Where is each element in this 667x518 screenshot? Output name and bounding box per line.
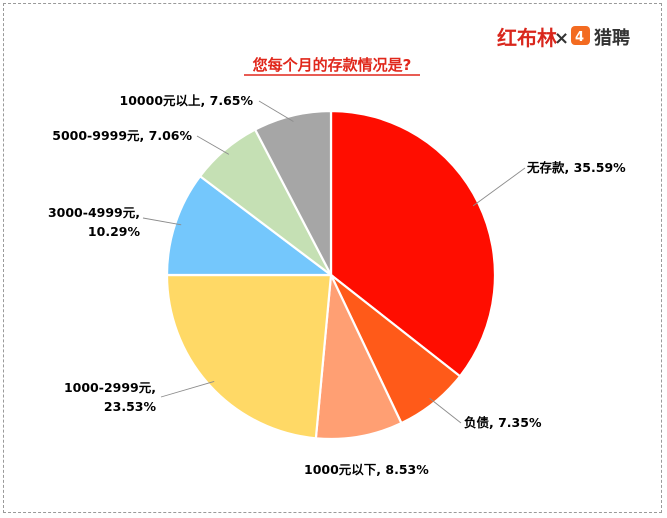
brand-left-logo: 红布林 [497, 26, 557, 50]
chart-frame: 红布林 × 4 猎聘 您每个月的存款情况是? 无存款, 35.59% 负债, 7.… [3, 3, 662, 513]
svg-text:4: 4 [575, 30, 584, 45]
brand-right-logo: 猎聘 [594, 27, 630, 49]
pie-slice-5 [165, 174, 335, 277]
leader-line-4 [160, 380, 215, 398]
leader-line-7 [258, 100, 294, 122]
data-label-1: 无存款, 35.59% [526, 160, 626, 175]
data-label-2: 负债, 7.35% [464, 415, 542, 430]
leader-line-5 [142, 217, 182, 226]
logo-separator: × [554, 28, 569, 49]
data-labels: 无存款, 35.59% 负债, 7.35% 1000元以下, 8.53% 1000-2… [48, 93, 626, 477]
liepin-icon: 4 [571, 26, 590, 45]
pie-slice-3 [314, 270, 403, 441]
pie-slices [165, 109, 497, 441]
leader-lines [142, 100, 526, 424]
leader-line-2 [429, 398, 462, 424]
data-label-5: 3000-4999元, 10.29% [48, 205, 140, 239]
pie-chart: 红布林 × 4 猎聘 您每个月的存款情况是? 无存款, 35.59% 负债, 7.… [48, 26, 630, 477]
brand-logo: 红布林 × 4 猎聘 [497, 26, 630, 50]
data-label-7: 10000元以上, 7.65% [120, 93, 254, 108]
pie-slice-1 [329, 109, 497, 378]
pie-slice-4 [165, 273, 333, 440]
data-label-3: 1000元以下, 8.53% [304, 462, 429, 477]
pie-slice-7 [253, 109, 333, 276]
data-label-6: 5000-9999元, 7.06% [52, 128, 192, 143]
data-label-4: 1000-2999元, 23.53% [64, 380, 156, 414]
chart-title: 您每个月的存款情况是? [252, 56, 412, 74]
leader-line-1 [472, 167, 526, 207]
leader-line-6 [196, 135, 230, 155]
